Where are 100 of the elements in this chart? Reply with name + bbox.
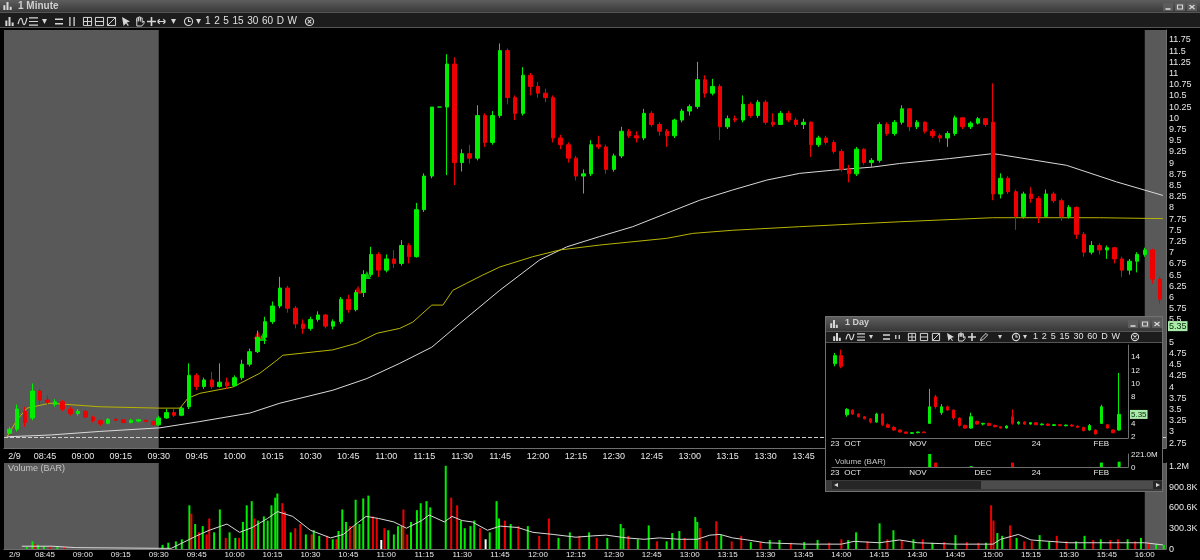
x-tick-label: 13:30 [754, 450, 777, 461]
y-tick-label: 900.8K [1169, 481, 1198, 492]
x-tick-label: 13:30 [755, 549, 777, 559]
x-tick-label: 24 [1031, 467, 1042, 477]
y-tick-label: 4.75 [1169, 348, 1187, 359]
chart-title: 1 Minute [18, 0, 59, 12]
x-tick-label: 15:15 [1020, 549, 1042, 559]
y-tick-label: 4 [1169, 381, 1175, 392]
y-tick-label: 2.75 [1169, 437, 1187, 448]
y-tick-label: 8 [1131, 392, 1136, 402]
y-tick-label: 10 [1131, 379, 1141, 389]
text: 1 2 5 15 30 60 D W [205, 15, 297, 27]
x-tick-label: 10:00 [224, 549, 246, 559]
y-tick-label: 12 [1131, 365, 1141, 375]
y-tick-label: 3.25 [1169, 415, 1187, 426]
y-tick-label: 3 [1169, 426, 1175, 437]
y-tick-label: 10 [1169, 112, 1180, 123]
x-tick-label: 12:00 [527, 549, 549, 559]
y-tick-label: 300.3K [1169, 523, 1198, 534]
y-tick-label: 7.5 [1169, 224, 1182, 235]
y-tick-label: 221.0M [1131, 449, 1159, 459]
y-tick-label: 1.2M [1169, 460, 1190, 471]
x-tick-label: 11:45 [490, 549, 511, 559]
y-tick-label: 9.5 [1169, 135, 1182, 146]
x-tick-label: 10:00 [223, 450, 246, 461]
x-tick-label: 13:45 [793, 549, 814, 559]
y-tick-label: 7.25 [1169, 236, 1187, 247]
y-tick-label: 7.75 [1169, 213, 1187, 224]
y-tick-label: 8.75 [1169, 168, 1187, 179]
y-tick-label: 3.75 [1169, 392, 1187, 403]
x-tick-label: 08:45 [33, 450, 57, 461]
x-tick-label: 09:30 [148, 549, 170, 559]
x-tick-label: OCT [844, 467, 862, 477]
y-tick-label: 10.5 [1169, 90, 1187, 101]
x-tick-label: 13:45 [792, 450, 815, 461]
x-tick-label: 11:15 [414, 549, 435, 559]
x-tick-label: 12:45 [640, 450, 664, 461]
chart-title: Volume (BAR) [835, 456, 887, 466]
x-tick-label: 16:00 [1134, 549, 1156, 559]
x-tick-label: 10:45 [338, 549, 359, 559]
x-tick-label: 15:30 [1058, 549, 1080, 559]
x-tick-label: DEC [974, 438, 992, 448]
x-tick-label: 14:30 [907, 549, 928, 559]
y-tick-label: 4 [1131, 418, 1136, 428]
y-tick-label: 6.5 [1169, 269, 1182, 280]
x-tick-label: 13:00 [679, 549, 701, 559]
chart-title: Volume (BAR) [8, 462, 66, 473]
x-tick-label: 15:45 [1096, 549, 1118, 559]
x-tick-label: 24 [1031, 438, 1042, 448]
x-tick-label: 09:00 [72, 549, 94, 559]
x-tick-label: 09:30 [147, 450, 170, 461]
y-tick-label: 9.75 [1169, 124, 1187, 135]
y-tick-label: 6 [1169, 292, 1175, 303]
x-tick-label: NOV [909, 438, 928, 448]
y-tick-label: 8.5 [1169, 180, 1182, 191]
x-tick-label: 15:00 [983, 549, 1004, 559]
y-tick-label: 2 [1131, 432, 1136, 442]
y-tick-label: 9 [1169, 157, 1175, 168]
x-tick-label: 10:45 [337, 450, 360, 461]
x-tick-label: 11:15 [413, 450, 436, 461]
x-tick-label: 09:00 [71, 450, 95, 461]
x-tick-label: OCT [844, 438, 862, 448]
y-tick-label: 6.75 [1169, 258, 1187, 269]
x-tick-label: 14:15 [869, 549, 890, 559]
x-tick-label: 12:45 [641, 549, 663, 559]
x-tick-label: 11:30 [451, 450, 474, 461]
x-tick-label: FEB [1093, 467, 1110, 477]
x-tick-label: 12:30 [602, 450, 626, 461]
x-tick-label: 09:45 [186, 549, 208, 559]
x-tick-label: 08:45 [34, 549, 56, 559]
x-tick-label: 11:00 [376, 549, 397, 559]
x-tick-label: 10:15 [261, 450, 284, 461]
x-tick-label: 09:15 [110, 549, 132, 559]
x-tick-label: 12:15 [565, 549, 587, 559]
x-tick-label: 10:30 [300, 549, 321, 559]
x-tick-label: 11:45 [489, 450, 511, 461]
y-tick-label: 3.5 [1169, 404, 1182, 415]
y-tick-label: 11.75 [1169, 34, 1191, 45]
x-tick-label: 13:15 [716, 450, 739, 461]
y-tick-label: 0 [1169, 544, 1175, 554]
x-tick-label: 12:15 [564, 450, 588, 461]
chart-title: 1 Day [845, 317, 870, 329]
y-tick-label: 4.25 [1169, 370, 1187, 381]
x-tick-label: 23 [830, 438, 840, 448]
x-tick-label: 14:45 [945, 549, 966, 559]
y-tick-label: 9.25 [1169, 146, 1187, 157]
x-tick-label: 12:30 [603, 549, 625, 559]
y-tick-label: 8 [1169, 202, 1175, 213]
y-tick-label: 0 [1131, 462, 1136, 472]
x-tick-label: 10:15 [262, 549, 284, 559]
y-tick-label: 11.5 [1169, 45, 1186, 56]
y-tick-label: 8.25 [1169, 191, 1187, 202]
y-tick-label: 6.25 [1169, 280, 1187, 291]
y-tick-label: 10.75 [1169, 79, 1192, 90]
y-tick-label: 5 [1169, 336, 1175, 347]
x-tick-label: 10:30 [299, 450, 322, 461]
x-tick-label: 14:00 [831, 549, 852, 559]
x-tick-label: 09:15 [109, 450, 133, 461]
y-tick-label: 5.75 [1169, 303, 1187, 314]
x-tick-label: 11:30 [452, 549, 473, 559]
